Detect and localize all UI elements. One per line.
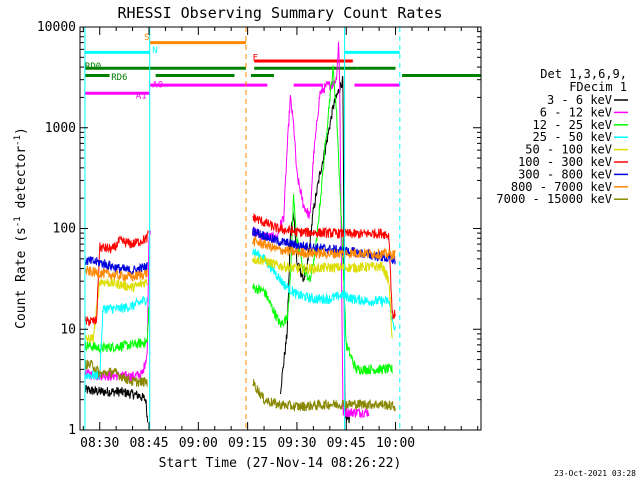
y-axis-label-close: ) [14, 127, 29, 135]
legend-entry-label: 300 - 800 keV [518, 167, 612, 181]
series-line [84, 306, 150, 354]
x-tick-label: 09:15 [228, 436, 267, 451]
y-axis-label-sup: -1 [13, 216, 23, 227]
flag-label: RD6 [111, 73, 127, 83]
series-line [252, 379, 396, 412]
flag-labels: SN F RD0 RD6 A0 A1 [85, 33, 258, 102]
y-axis: 1 10 100 1000 10000 [37, 20, 481, 438]
legend-entry-label: 100 - 300 keV [518, 155, 612, 169]
x-axis: 08:30 08:45 09:00 09:15 09:30 09:45 10:00 [80, 27, 479, 451]
chart-title: RHESSI Observing Summary Count Rates [117, 4, 442, 22]
y-axis-label-sup2: -1 [13, 135, 23, 146]
flag-label: A1 [136, 91, 147, 101]
y-axis-label-main: Count Rate (s [14, 227, 29, 329]
series-line [252, 248, 396, 331]
y-tick-label: 10 [60, 322, 76, 337]
flag-label: F [253, 53, 258, 63]
legend-entry-label: 6 - 12 keV [540, 105, 612, 119]
x-axis-label: Start Time (27-Nov-14 08:26:22) [159, 456, 402, 471]
x-tick-label: 09:45 [327, 436, 366, 451]
flag-label: A0 [152, 80, 163, 90]
x-tick-label: 09:00 [179, 436, 218, 451]
y-tick-label: 100 [53, 222, 76, 237]
legend-entry-label: 12 - 25 keV [533, 118, 612, 132]
legend-header: Det 1,3,6,9, [540, 67, 627, 81]
series-line [84, 265, 148, 282]
legend-entry-label: 3 - 6 keV [547, 93, 612, 107]
flag-label: N [152, 46, 157, 56]
legend-entry-label: 50 - 100 keV [525, 143, 612, 157]
series-line [252, 65, 393, 375]
x-tick-label: 10:00 [376, 436, 415, 451]
footer-stamp: 23-Oct-2021 03:28 [554, 469, 636, 478]
series-line [252, 235, 396, 261]
series-line [84, 229, 150, 327]
series-line [84, 255, 148, 276]
series-line [84, 359, 148, 387]
series-line [252, 41, 370, 419]
y-axis-label: Count Rate (s-1 detector-1) [13, 127, 29, 329]
series-line [252, 213, 396, 320]
y-tick-label: 10000 [37, 20, 76, 35]
series-line [280, 75, 350, 424]
legend-entry-label: 800 - 7000 keV [511, 180, 612, 194]
x-tick-label: 08:30 [80, 436, 119, 451]
series-line [84, 385, 149, 423]
legend-header: FDecim 1 [569, 80, 627, 94]
y-axis-label-tail: detector [14, 146, 29, 217]
series-line [252, 255, 393, 339]
series-lines [84, 41, 396, 424]
x-tick-label: 08:45 [129, 436, 168, 451]
x-tick-label: 09:30 [277, 436, 316, 451]
legend-entry-label: 7000 - 15000 keV [496, 192, 612, 206]
legend-entry-label: 25 - 50 keV [533, 130, 612, 144]
flag-label: S [144, 33, 149, 43]
flag-bars [84, 41, 481, 95]
y-tick-label: 1 [68, 423, 76, 438]
series-line [84, 295, 148, 380]
flag-label: RD0 [85, 62, 101, 72]
y-tick-label: 1000 [45, 121, 76, 136]
